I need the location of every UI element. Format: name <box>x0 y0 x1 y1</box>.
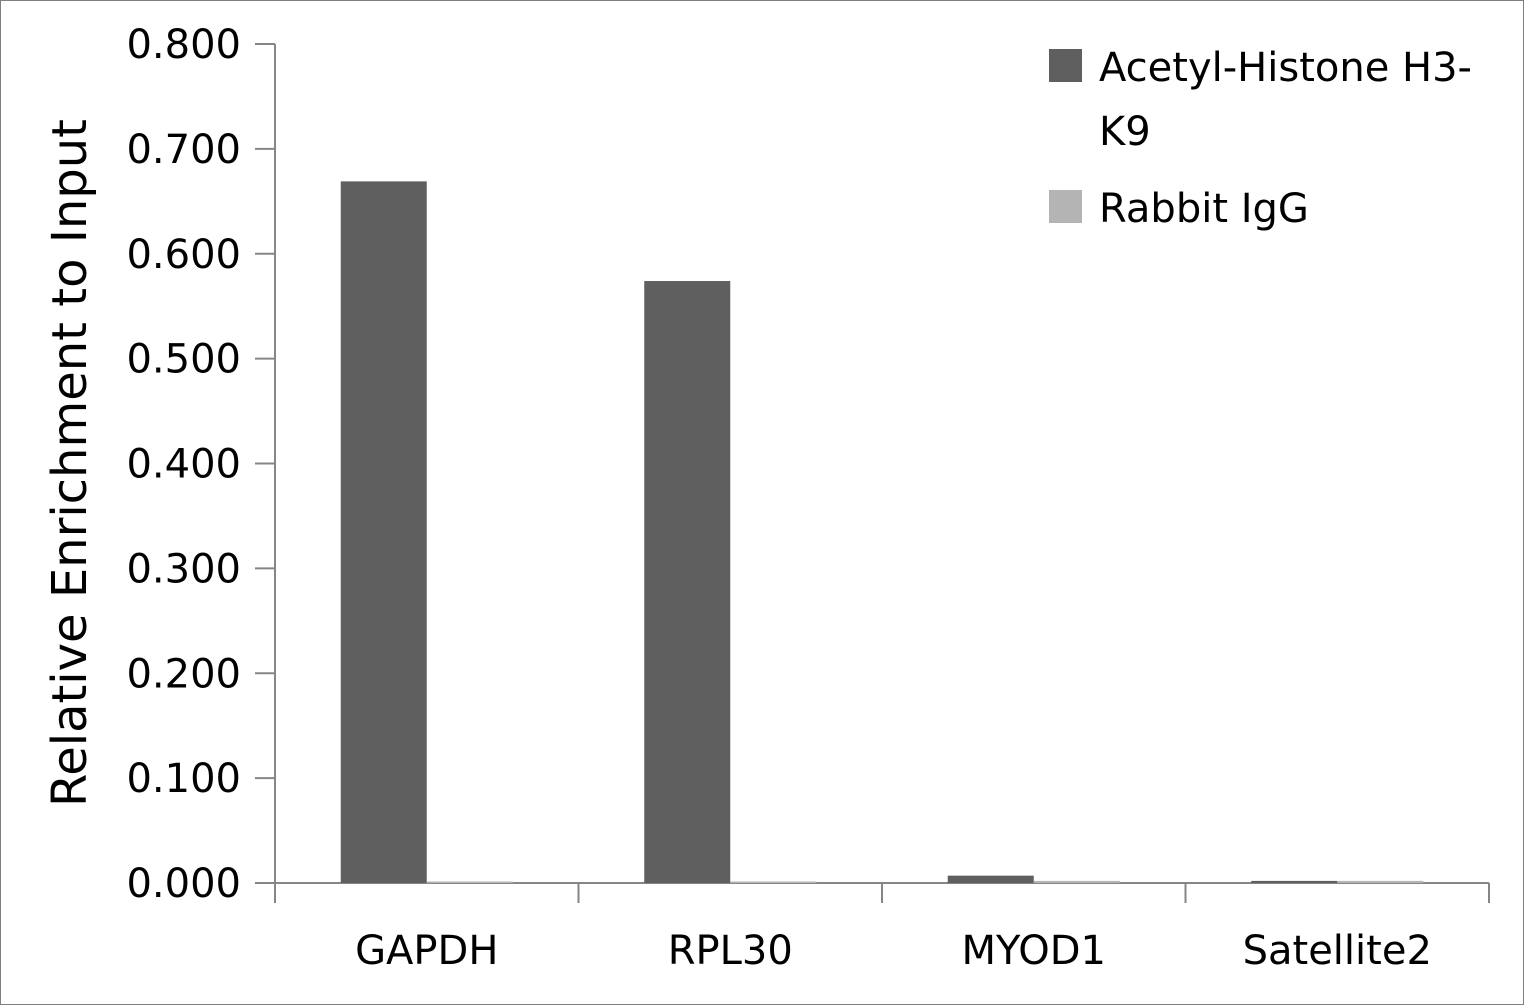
bar-rabbit-igg <box>730 881 817 883</box>
y-tick-label: 0.500 <box>126 337 241 383</box>
bar-acetyl-histone <box>1251 880 1338 883</box>
y-tick-label: 0.600 <box>126 232 241 278</box>
bars <box>340 181 1424 884</box>
axis-labels: 0.000 0.100 0.200 0.300 0.400 0.500 0.600 0.700… <box>126 22 1431 974</box>
y-tick-label: 0.800 <box>126 22 241 68</box>
y-axis-title: Relative Enrichment to Input <box>42 119 98 807</box>
y-tick-label: 0.400 <box>126 442 241 488</box>
legend-swatch <box>1049 49 1082 82</box>
x-tick-label: Satellite2 <box>1243 928 1432 974</box>
x-tick-label: MYOD1 <box>962 928 1107 974</box>
bar-acetyl-histone <box>644 281 731 884</box>
x-tick-label: RPL30 <box>668 928 793 974</box>
axes <box>255 43 1490 903</box>
y-tick-label: 0.000 <box>126 861 241 907</box>
bar-rabbit-igg <box>1337 880 1424 883</box>
y-tick-label: 0.100 <box>126 756 241 802</box>
legend-label: K9 <box>1099 109 1151 155</box>
legend: Acetyl-Histone H3- K9 Rabbit IgG <box>1049 45 1472 232</box>
bar-rabbit-igg <box>1033 880 1120 883</box>
y-tick-label: 0.300 <box>126 546 241 592</box>
x-tick-label: GAPDH <box>355 928 498 974</box>
legend-swatch <box>1049 190 1082 223</box>
y-tick-label: 0.700 <box>126 127 241 173</box>
legend-label: Rabbit IgG <box>1099 186 1309 232</box>
bar-acetyl-histone <box>947 875 1034 883</box>
legend-label: Acetyl-Histone H3- <box>1099 45 1472 91</box>
bar-acetyl-histone <box>340 181 427 884</box>
y-tick-label: 0.200 <box>126 651 241 697</box>
bar-rabbit-igg <box>426 881 513 883</box>
